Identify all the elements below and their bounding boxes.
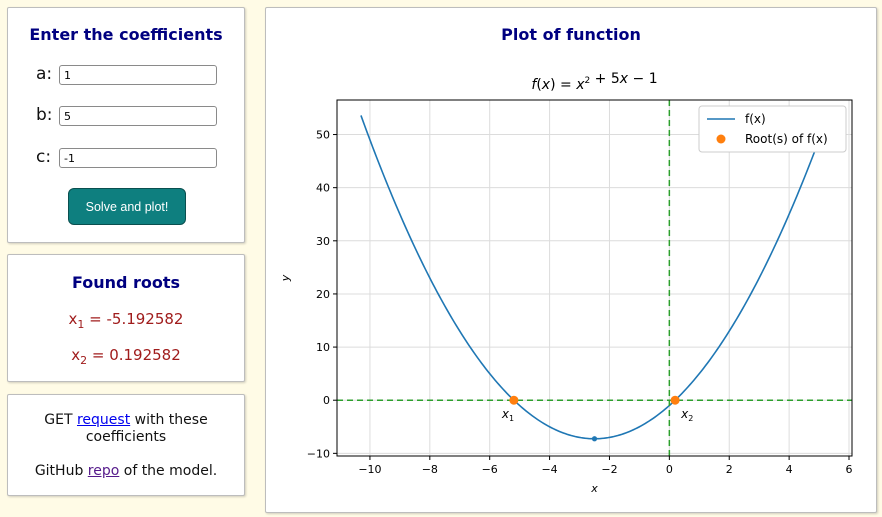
function-chart: f(x) = x2 + 5x − 1 x1 x2 −10 −8 −6 −4 −2 0 2 4 6 −10… [279, 71, 853, 495]
y-tick-label: 0 [323, 394, 330, 407]
github-text: GitHub repo of the model. [8, 463, 244, 480]
chart-title: f(x) = x2 + 5x − 1 [531, 71, 657, 93]
x-tick-label: −10 [358, 463, 381, 476]
solve-and-plot-button[interactable]: Solve and plot! [68, 188, 186, 225]
root-x1: x1 = -5.192582 [8, 310, 244, 331]
y-tick-label: 20 [316, 288, 330, 301]
y-tick-label: 30 [316, 235, 330, 248]
root-x1-var: x [68, 310, 78, 328]
root-x1-sub: 1 [77, 318, 85, 331]
y-tick-label: −10 [307, 447, 330, 460]
x-axis-label: x [590, 482, 598, 495]
links-panel: GET request with these coefficients GitH… [7, 394, 245, 496]
github-suffix: of the model. [119, 463, 218, 479]
series-line-fx [360, 115, 829, 440]
a-label: a: [36, 64, 53, 84]
root-label: x2 [680, 407, 693, 423]
plot-title: Plot of function [501, 25, 641, 44]
x-tick-label: −6 [482, 463, 498, 476]
roots-title: Found roots [71, 273, 181, 292]
root-point [670, 395, 680, 405]
legend-roots-marker [716, 134, 726, 144]
legend-fx-label: f(x) [745, 112, 766, 126]
y-axis-label: y [279, 274, 292, 282]
x-tick-label: 2 [726, 463, 733, 476]
b-input[interactable] [59, 106, 217, 126]
x-tick-label: −8 [422, 463, 438, 476]
a-input[interactable] [59, 65, 217, 85]
legend-roots-label: Root(s) of f(x) [745, 132, 828, 146]
c-input[interactable] [59, 148, 217, 168]
c-label: c: [36, 147, 52, 167]
x-tick-label: −2 [601, 463, 617, 476]
root-x2-value: = 0.192582 [87, 346, 181, 364]
root-x2-sub: 2 [80, 354, 88, 367]
y-tick-label: 50 [316, 129, 330, 142]
b-label: b: [36, 105, 53, 125]
y-tick-label: 10 [316, 341, 330, 354]
root-x2: x2 = 0.192582 [8, 346, 244, 367]
request-link[interactable]: request [76, 412, 131, 428]
x-tick-label: 0 [666, 463, 673, 476]
repo-link[interactable]: repo [87, 463, 120, 479]
axes-frame [336, 99, 853, 457]
root-x2-var: x [71, 346, 81, 364]
coefficients-title: Enter the coefficients [29, 25, 223, 44]
coefficients-panel: Enter the coefficients a: b: c: Solve an… [7, 7, 245, 243]
legend-box [698, 105, 847, 153]
plot-panel: Plot of function f(x) = x2 + 5x − 1 x1 x2−… [265, 7, 877, 513]
github-prefix: GitHub [34, 463, 88, 479]
root-label: x1 [501, 407, 514, 423]
roots-panel: Found roots x1 = -5.192582 x2 = 0.192582 [7, 254, 245, 382]
root-x1-value: = -5.192582 [84, 310, 184, 328]
x-tick-label: 4 [786, 463, 793, 476]
root-point [509, 395, 519, 405]
get-suffix: with these coefficients [85, 412, 208, 445]
get-prefix: GET [44, 412, 77, 428]
y-tick-label: 40 [316, 182, 330, 195]
get-request-text: GET request with these coefficients [8, 412, 244, 446]
x-tick-label: −4 [541, 463, 557, 476]
x-tick-label: 6 [846, 463, 853, 476]
vertex-point [591, 436, 598, 442]
